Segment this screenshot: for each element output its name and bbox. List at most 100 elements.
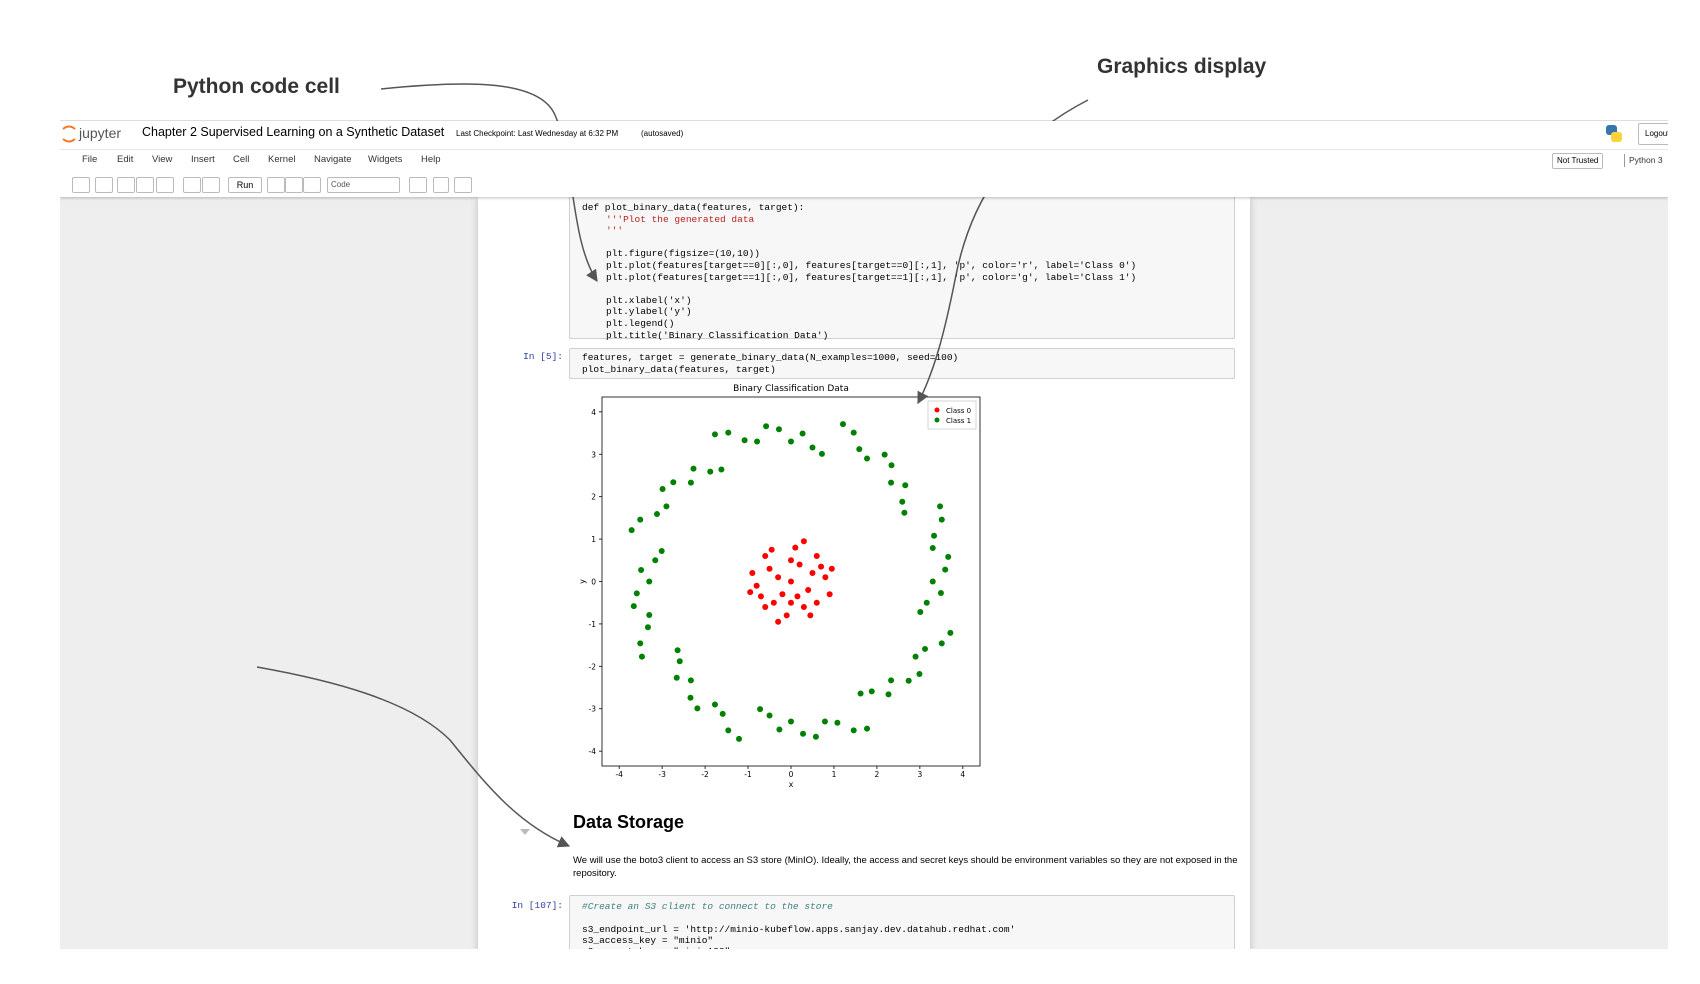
code-line: plt.title('Binary Classification Data') bbox=[606, 330, 829, 341]
menu-item[interactable]: Cell bbox=[233, 154, 250, 165]
legend-label: Class 0 bbox=[946, 407, 971, 415]
scatter-point bbox=[929, 578, 936, 585]
scatter-point bbox=[646, 612, 653, 619]
cell-type-select[interactable]: Code bbox=[327, 177, 400, 193]
scatter-point bbox=[792, 544, 799, 551]
scatter-point bbox=[687, 694, 694, 701]
legend-box bbox=[927, 400, 977, 430]
logout-button[interactable]: Logout bbox=[1638, 123, 1668, 145]
menu-item[interactable]: Edit bbox=[117, 154, 134, 165]
scatter-point bbox=[916, 670, 923, 677]
toolbar-button[interactable] bbox=[303, 177, 321, 193]
input-prompt: In [5]: bbox=[523, 351, 563, 362]
scatter-point bbox=[945, 553, 952, 560]
toolbar-button[interactable] bbox=[72, 177, 90, 193]
y-tick-label: 3 bbox=[591, 450, 596, 459]
scatter-point bbox=[788, 718, 794, 725]
y-tick-label: -3 bbox=[589, 705, 597, 714]
x-tick-label: 0 bbox=[789, 770, 794, 779]
x-tick-label: -1 bbox=[744, 770, 752, 779]
scatter-point bbox=[902, 482, 909, 489]
markdown-text: We will use the boto3 client to access a… bbox=[573, 855, 1238, 879]
scatter-point bbox=[905, 677, 912, 684]
menu-item[interactable]: File bbox=[82, 154, 98, 165]
scatter-point bbox=[646, 578, 653, 585]
scatter-point bbox=[826, 591, 833, 598]
toolbar-button[interactable] bbox=[454, 177, 472, 193]
scatter-point bbox=[888, 479, 895, 486]
menu-item[interactable]: View bbox=[152, 154, 173, 165]
toolbar-button[interactable] bbox=[285, 177, 303, 193]
x-tick-label: -4 bbox=[615, 770, 623, 779]
scatter-point bbox=[813, 553, 820, 560]
code-cell[interactable]: #Create an S3 client to connect to the s… bbox=[569, 895, 1235, 949]
scatter-point bbox=[809, 444, 816, 451]
scatter-point bbox=[800, 538, 807, 545]
scatter-point bbox=[644, 624, 651, 631]
scatter-point bbox=[775, 618, 782, 625]
code-line: s3_access_key = "minio" bbox=[582, 935, 714, 946]
toolbar-button[interactable] bbox=[95, 177, 113, 193]
notebook-title[interactable]: Chapter 2 Supervised Learning on a Synth… bbox=[142, 125, 445, 139]
scatter-point bbox=[633, 590, 640, 597]
menu-item[interactable]: Help bbox=[421, 154, 441, 165]
toolbar-button[interactable] bbox=[267, 177, 285, 193]
scatter-point bbox=[725, 727, 732, 734]
trust-button[interactable]: Not Trusted bbox=[1552, 153, 1604, 169]
toolbar-button[interactable] bbox=[156, 177, 174, 193]
scatter-point bbox=[670, 479, 677, 486]
scatter-point bbox=[741, 437, 748, 444]
scatter-point bbox=[822, 574, 829, 581]
scatter-point bbox=[864, 455, 871, 462]
scatter-point bbox=[638, 567, 645, 574]
toolbar-button[interactable] bbox=[117, 177, 135, 193]
code-cell[interactable]: def plot_binary_data(features, target): … bbox=[569, 193, 1235, 341]
scatter-point bbox=[818, 563, 825, 570]
checkpoint: Last Checkpoint: Last Wednesday at 6:32 … bbox=[456, 129, 619, 138]
scatter-point bbox=[775, 426, 782, 433]
scatter-point bbox=[788, 599, 794, 606]
scatter-point bbox=[809, 570, 816, 577]
scatter-point bbox=[676, 658, 683, 665]
scatter-point bbox=[821, 718, 828, 725]
menu-item[interactable]: Insert bbox=[191, 154, 215, 165]
scatter-point bbox=[881, 451, 888, 458]
scatter-point bbox=[658, 547, 665, 554]
scatter-point bbox=[794, 593, 801, 600]
x-tick-label: 4 bbox=[960, 770, 965, 779]
code-line: #Create an S3 client to connect to the s… bbox=[582, 901, 833, 912]
scatter-point bbox=[653, 511, 660, 518]
scatter-point bbox=[788, 438, 794, 445]
menu-item[interactable]: Widgets bbox=[368, 154, 403, 165]
scatter-point bbox=[687, 677, 694, 684]
x-tick-label: 2 bbox=[875, 770, 880, 779]
kernel-indicator: Python 3 bbox=[1624, 154, 1663, 167]
scatter-point bbox=[888, 677, 895, 684]
scatter-point bbox=[922, 645, 929, 652]
scatter-point bbox=[850, 727, 857, 734]
toolbar-button[interactable] bbox=[136, 177, 154, 193]
chart-title: Binary Classification Data bbox=[733, 384, 849, 394]
scatter-point bbox=[707, 468, 714, 475]
menu-item[interactable]: Navigate bbox=[314, 154, 352, 165]
scatter-point bbox=[718, 466, 725, 473]
scatter-point bbox=[901, 509, 908, 516]
toolbar-button[interactable] bbox=[409, 177, 427, 193]
code-line: plt.ylabel('y') bbox=[606, 306, 692, 317]
scatter-point bbox=[766, 565, 773, 572]
scatter-point bbox=[776, 726, 783, 733]
logo-text[interactable]: jupyter bbox=[79, 125, 122, 141]
scatter-point bbox=[947, 629, 954, 636]
scatter-point bbox=[736, 735, 743, 742]
toolbar-button[interactable] bbox=[202, 177, 220, 193]
run-button[interactable]: Run bbox=[228, 177, 262, 193]
code-cell[interactable]: features, target = generate_binary_data(… bbox=[569, 348, 1235, 379]
divider bbox=[60, 149, 1668, 150]
toolbar-button[interactable] bbox=[433, 177, 449, 193]
legend-marker bbox=[934, 417, 940, 423]
scatter-point bbox=[923, 599, 930, 606]
code-line: plt.figure(figsize=(10,10)) bbox=[606, 248, 760, 259]
menu-item[interactable]: Kernel bbox=[268, 154, 296, 165]
scatter-point bbox=[931, 532, 938, 539]
toolbar-button[interactable] bbox=[183, 177, 201, 193]
